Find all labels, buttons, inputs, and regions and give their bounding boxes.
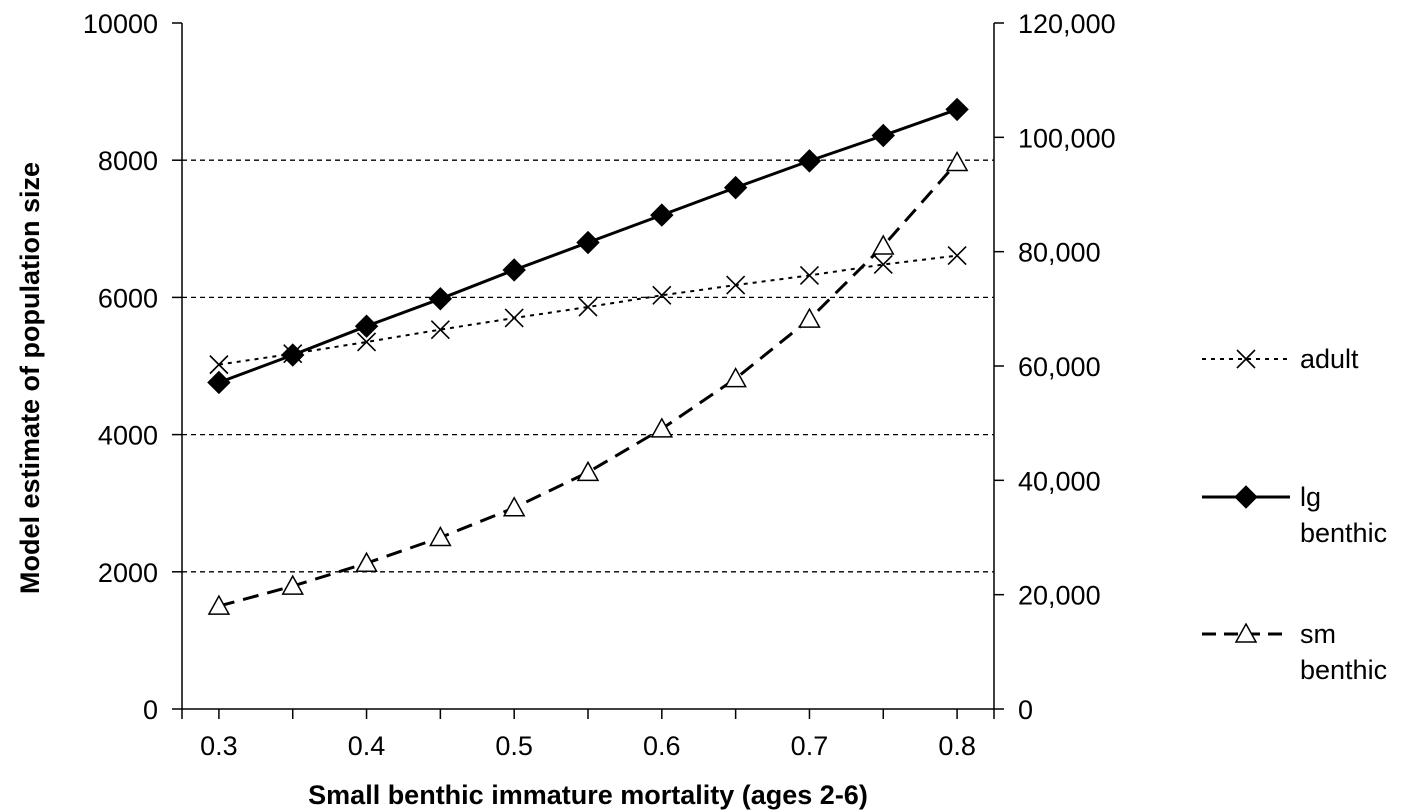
axes (181, 23, 995, 710)
triangle-marker (945, 150, 969, 172)
y-tick-label: 10000 (83, 9, 158, 39)
y-tick-label: 4000 (98, 421, 158, 451)
x-marker (726, 275, 746, 295)
y-tick-label: 2000 (98, 558, 158, 588)
x-marker (799, 265, 820, 286)
triangle-marker (724, 367, 747, 388)
x-marker (578, 297, 598, 317)
y-tick-label: 8000 (98, 146, 158, 176)
triangle-marker (871, 234, 895, 255)
triangle-marker (207, 594, 231, 615)
legend-label: lg (1300, 482, 1321, 512)
triangle-marker (798, 307, 821, 328)
legend-item: adult (1202, 344, 1359, 374)
y-tick-label: 6000 (98, 283, 158, 313)
triangle-marker (502, 496, 526, 517)
y2-tick-label: 60,000 (1018, 352, 1101, 382)
x-tick-label: 0.4 (348, 731, 386, 761)
diamond-marker (354, 314, 379, 338)
y2-tick-label: 20,000 (1018, 581, 1101, 611)
diamond-marker (797, 149, 822, 173)
diamond-marker (502, 258, 526, 282)
y-tick-label: 0 (143, 695, 158, 725)
legend-label: sm (1300, 619, 1336, 649)
diamond-marker (945, 97, 969, 122)
x-axis-title: Small benthic immature mortality (ages 2… (308, 780, 868, 810)
legend: adult lg benthic sm benthic (1202, 344, 1387, 685)
x-tick-label: 0.8 (938, 731, 976, 761)
y2-tick-label: 0 (1018, 695, 1033, 725)
x-tick-label: 0.6 (643, 731, 681, 761)
y-axis-ticks: 0 2000 4000 6000 8000 10000 (83, 9, 182, 725)
y2-tick-label: 40,000 (1018, 466, 1101, 496)
x-marker (947, 245, 967, 266)
triangle-marker (576, 460, 600, 482)
x-tick-label: 0.3 (200, 731, 238, 761)
diamond-marker (428, 287, 453, 311)
x-marker (356, 332, 377, 352)
triangle-marker (429, 525, 452, 547)
x-tick-label: 0.5 (495, 731, 533, 761)
y2-tick-label: 80,000 (1018, 238, 1101, 268)
series-lg-benthic (207, 97, 969, 395)
y-axis-title: Model estimate of population size (15, 162, 45, 594)
x-marker (209, 355, 229, 375)
gridlines (182, 159, 994, 573)
x-marker (652, 285, 672, 305)
diamond-marker (576, 230, 600, 255)
legend-item: lg benthic (1202, 482, 1387, 548)
y2-tick-label: 100,000 (1018, 123, 1116, 153)
series-line (218, 161, 959, 608)
diamond-marker (650, 203, 674, 227)
diamond-marker (207, 370, 231, 395)
legend-label: benthic (1300, 518, 1387, 548)
x-marker (430, 320, 450, 340)
x-marker (1236, 349, 1256, 369)
y2-axis-ticks: 0 20,000 40,000 60,000 80,000 100,000 120,000 (994, 9, 1116, 725)
series-layer (207, 97, 969, 615)
diamond-marker (723, 175, 748, 200)
series-line (218, 254, 958, 366)
y2-tick-label: 120,000 (1018, 9, 1116, 39)
triangle-marker (1234, 622, 1258, 643)
x-axis-ticks: 0.3 0.4 0.5 0.6 0.7 0.8 (181, 709, 995, 761)
diamond-marker (281, 343, 305, 367)
x-tick-label: 0.7 (791, 731, 829, 761)
diamond-marker (871, 123, 895, 148)
x-marker (504, 308, 524, 328)
legend-label: adult (1300, 344, 1359, 374)
triangle-marker (355, 551, 378, 572)
triangle-marker (650, 417, 674, 438)
series-sm-benthic (207, 150, 969, 615)
triangle-marker (281, 574, 305, 595)
diamond-marker (1234, 485, 1258, 509)
x-marker (873, 254, 893, 275)
series-adult (209, 245, 967, 375)
legend-item: sm benthic (1202, 619, 1387, 685)
legend-label: benthic (1300, 655, 1387, 685)
